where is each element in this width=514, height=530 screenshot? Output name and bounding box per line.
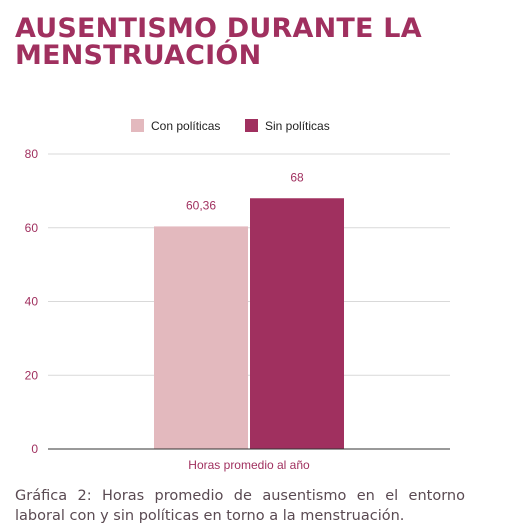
data-label: 60,36	[186, 198, 216, 212]
x-tick-label: Horas promedio al año	[188, 458, 310, 472]
chart-title-line-2: MENSTRUACIÓN	[15, 40, 262, 71]
legend-swatch	[131, 119, 144, 132]
legend-label: Sin políticas	[265, 119, 330, 133]
bar-chart: 0 20 40 60 80 60,36 68 Horas promedio al año Con…	[25, 119, 450, 472]
bar	[154, 226, 248, 449]
y-tick-label: 0	[31, 442, 38, 456]
y-tick-label: 20	[25, 368, 39, 382]
legend-label: Con políticas	[151, 119, 220, 133]
y-tick-label: 60	[25, 221, 39, 235]
y-tick-label: 80	[25, 147, 39, 161]
legend-swatch	[245, 119, 258, 132]
bar	[250, 198, 344, 449]
y-tick-label: 40	[25, 295, 39, 309]
chart-title: AUSENTISMO DURANTE LA MENSTRUACIÓN	[15, 15, 495, 69]
figure-caption: Gráfica 2: Horas promedio de ausentismo …	[15, 488, 465, 524]
data-label: 68	[290, 170, 304, 184]
chart-title-line-1: AUSENTISMO DURANTE LA	[15, 13, 422, 44]
